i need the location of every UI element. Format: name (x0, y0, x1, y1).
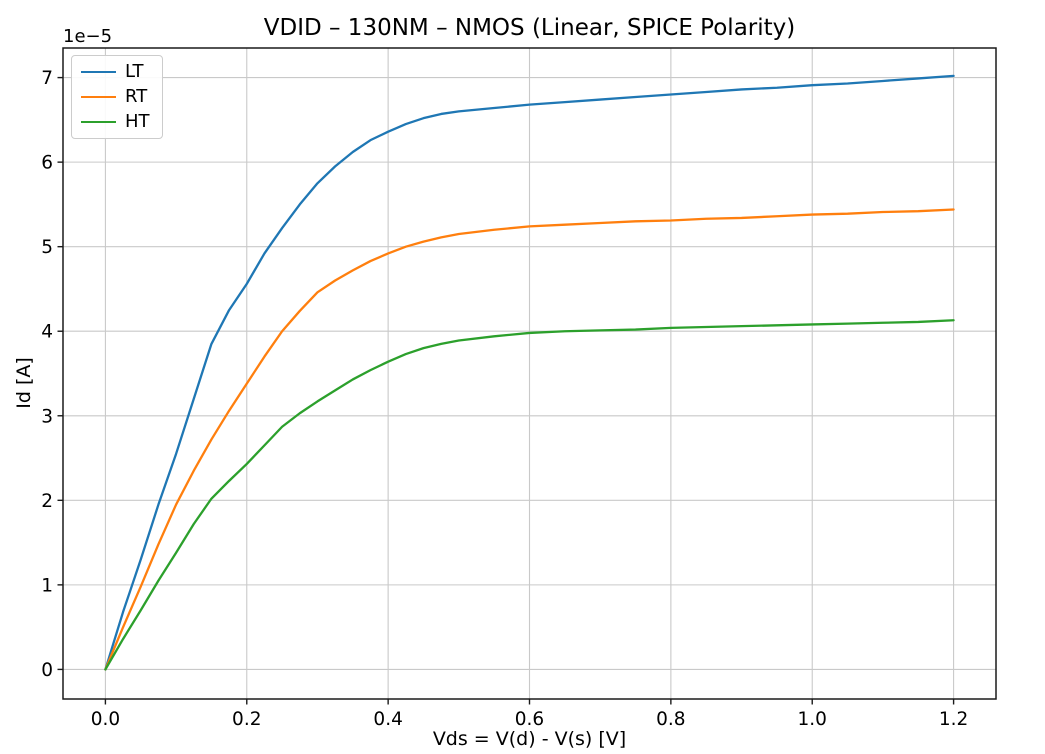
series-line-lt (104, 74, 955, 671)
x-axis-label: Vds = V(d) - V(s) [V] (432, 728, 627, 750)
x-tick-label: 1.0 (798, 709, 827, 730)
y-tick-label: 2 (41, 491, 53, 512)
x-tick-label: 0.2 (232, 709, 261, 730)
axis-ticks (57, 76, 955, 705)
legend-item: LT (81, 63, 150, 81)
y-tick-label: 0 (41, 660, 53, 681)
legend-line-sample-rt (81, 96, 116, 98)
x-tick-label: 0.4 (373, 709, 402, 730)
x-tick-label: 1.2 (939, 709, 968, 730)
y-tick-label: 4 (41, 322, 53, 343)
legend: LT RT HT (71, 55, 163, 139)
x-tick-label: 0.8 (656, 709, 685, 730)
series-line-rt (104, 208, 955, 671)
legend-label: HT (125, 111, 150, 132)
legend-label: LT (125, 61, 144, 82)
legend-item: HT (81, 113, 150, 131)
series-line-ht (104, 319, 955, 671)
y-tick-label: 5 (41, 237, 53, 258)
x-tick-label: 0.6 (515, 709, 544, 730)
y-tick-label: 3 (41, 406, 53, 427)
legend-label: RT (125, 86, 148, 107)
y-axis-label: Id [A] (13, 357, 35, 409)
y-tick-label: 6 (41, 153, 53, 174)
y-tick-label: 7 (41, 68, 53, 89)
tick-labels: 0.0 0.2 0.4 0.6 0.8 1.0 1.2 0 1 2 3 4 5 6 7 (41, 68, 968, 730)
legend-item: RT (81, 88, 150, 106)
chart-title: VDID – 130NM – NMOS (Linear, SPICE Polar… (263, 15, 796, 41)
legend-line-sample-ht (81, 121, 116, 123)
x-tick-label: 0.0 (91, 709, 120, 730)
y-tick-label: 1 (41, 575, 53, 596)
legend-line-sample-lt (81, 71, 116, 73)
y-axis-offset-label: 1e−5 (63, 26, 113, 47)
